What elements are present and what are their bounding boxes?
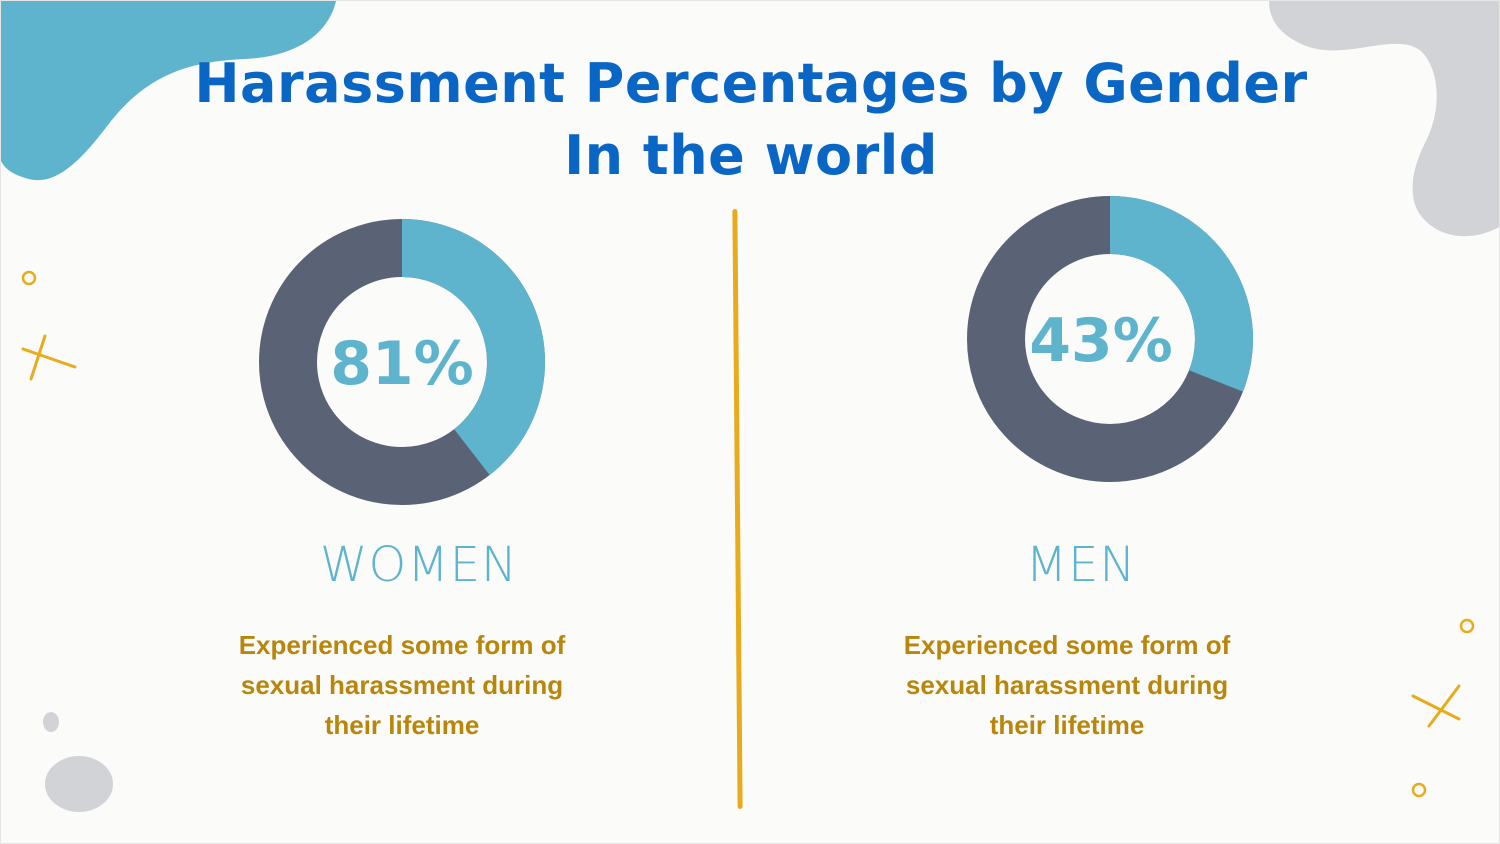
- women-description: Experienced some form of sexual harassme…: [192, 625, 612, 745]
- ring-right-bottom-icon: [1411, 782, 1427, 798]
- women-description-line-2: sexual harassment during: [240, 670, 564, 700]
- gray-pebble-large-shape: [45, 756, 113, 812]
- blue-blob-shape: [1, 1, 336, 181]
- men-description-line-1: Experienced some form of: [903, 630, 1231, 660]
- women-donut-highlight-arc: [401, 219, 545, 475]
- men-description-line-2: sexual harassment during: [905, 670, 1229, 700]
- men-label: MEN: [1025, 537, 1137, 593]
- slide-title-line-2: In the world: [564, 124, 938, 187]
- men-description: Experienced some form of sexual harassme…: [857, 625, 1277, 745]
- gray-pebble-small-shape: [43, 712, 59, 732]
- women-label: WOMEN: [320, 537, 518, 593]
- slide-title-line-1: Harassment Percentages by Gender: [194, 52, 1308, 115]
- cross-right-icon: [1411, 684, 1461, 728]
- women-donut-chart: [259, 219, 545, 505]
- men-donut-chart: [967, 196, 1253, 482]
- women-description-line-1: Experienced some form of: [238, 630, 566, 660]
- women-description-line-3: their lifetime: [324, 710, 480, 740]
- men-description-line-3: their lifetime: [989, 710, 1145, 740]
- cross-left-icon: [21, 334, 77, 381]
- gray-blob-shape: [1269, 1, 1499, 237]
- men-donut-highlight-arc: [1109, 196, 1253, 392]
- ring-left-icon: [21, 270, 37, 286]
- men-percent-label: 43%: [1029, 306, 1173, 376]
- women-percent-label: 81%: [330, 329, 474, 399]
- ring-right-top-icon: [1459, 618, 1475, 634]
